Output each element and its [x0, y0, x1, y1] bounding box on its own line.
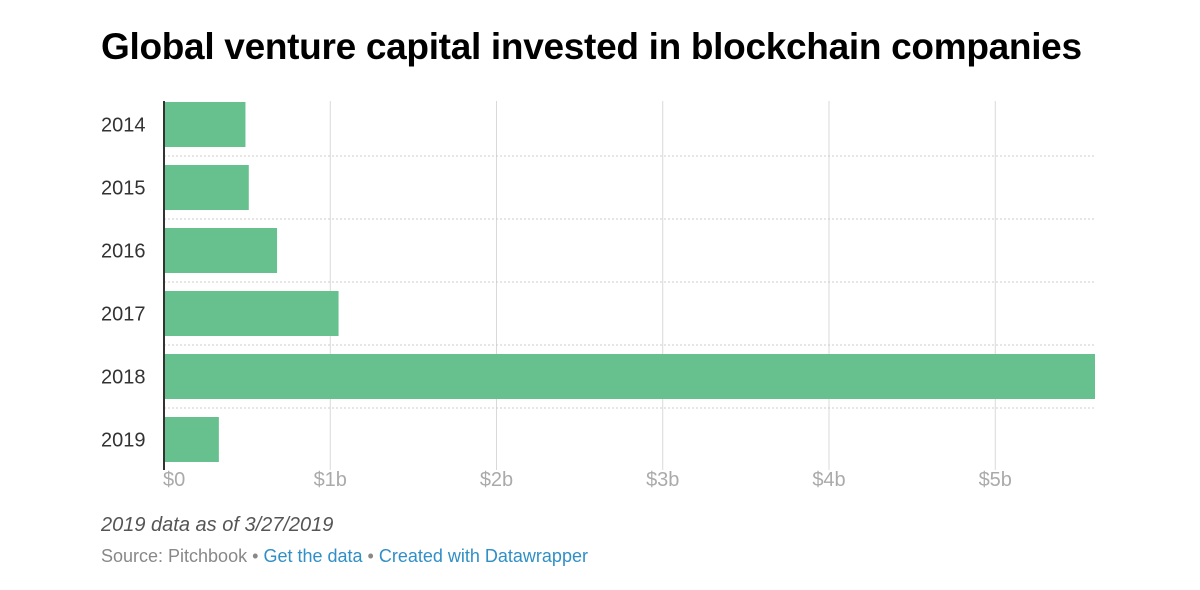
x-tick-label: $0: [163, 469, 185, 491]
x-tick-label: $4b: [812, 469, 845, 491]
bar-2017: [164, 291, 339, 336]
source-text: Source: Pitchbook: [101, 546, 248, 566]
chart-title: Global venture capital invested in block…: [101, 26, 1082, 67]
datawrapper-link[interactable]: Created with Datawrapper: [378, 546, 588, 566]
category-label: 2019: [101, 430, 146, 452]
bars: [164, 102, 1095, 462]
x-tick-label: $1b: [314, 469, 347, 491]
bar-2019: [164, 417, 219, 462]
separator: •: [367, 546, 374, 566]
category-label: 2017: [101, 304, 146, 326]
category-label: 2018: [101, 367, 146, 389]
labels: 2014 2015 2016 2017 2018 2019 $0 $1b $2b $3b $4b $5…: [101, 115, 1012, 492]
separator: •: [252, 546, 259, 566]
bar-2018: [164, 354, 1095, 399]
get-data-link[interactable]: Get the data: [263, 546, 363, 566]
category-label: 2015: [101, 178, 146, 200]
bar-2016: [164, 228, 278, 273]
x-tick-label: $3b: [646, 469, 679, 491]
bar-2014: [164, 102, 246, 147]
chart-footer: Source: Pitchbook • Get the data • Creat…: [101, 546, 588, 567]
category-label: 2014: [101, 115, 146, 137]
x-tick-label: $2b: [480, 469, 513, 491]
data-note: 2019 data as of 3/27/2019: [101, 514, 334, 536]
gridlines: [164, 101, 1095, 470]
bar-2015: [164, 165, 249, 210]
bar-chart: 2014 2015 2016 2017 2018 2019 $0 $1b $2b $3b $4b $5…: [101, 101, 1095, 492]
x-tick-label: $5b: [979, 469, 1012, 491]
category-label: 2016: [101, 241, 146, 263]
